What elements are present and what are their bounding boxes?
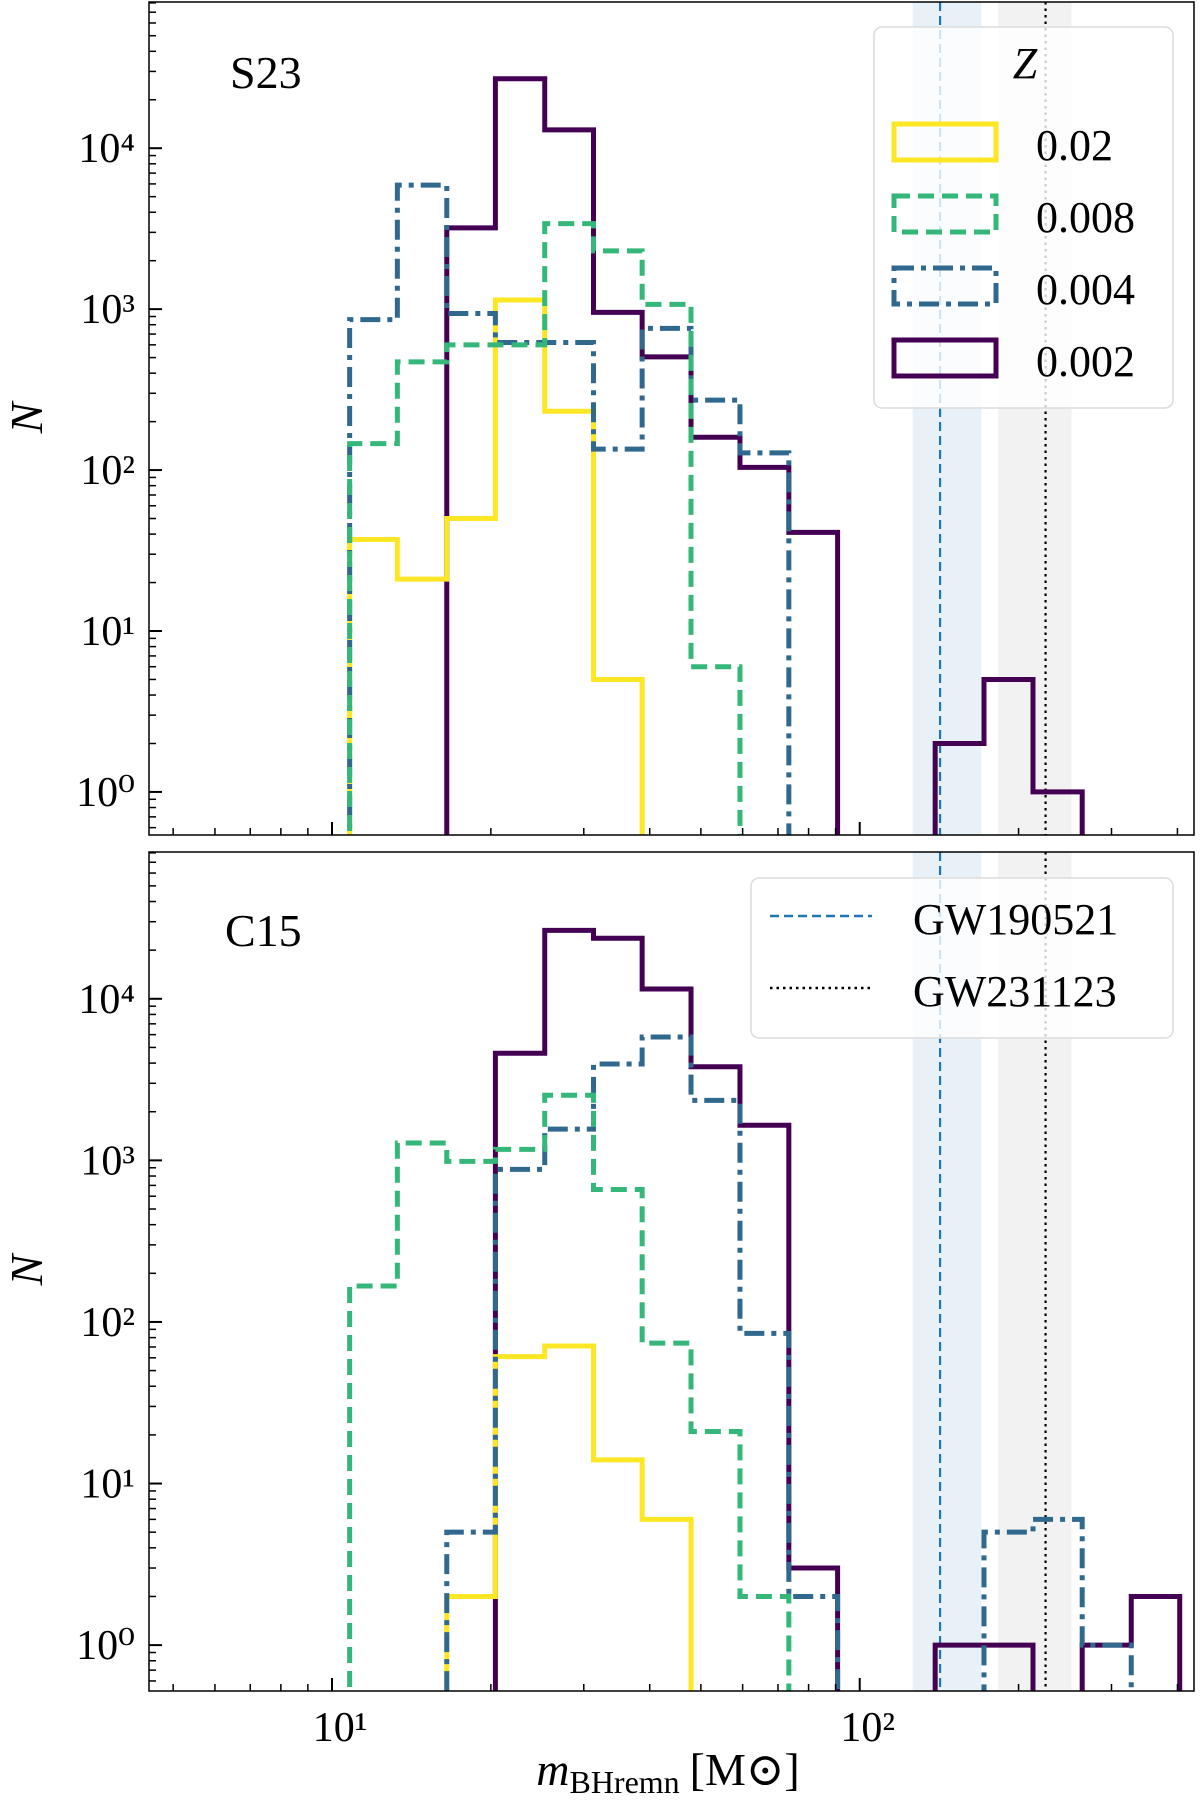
legend-handle-z0_004 [891,265,999,307]
x-label-subscript: BHremn [569,1764,679,1800]
legend-handles [891,121,999,379]
legend-label: GW231123 [913,967,1117,1016]
legend-label: 0.004 [1036,265,1135,314]
legend-metallicity: Z 0.02 0.008 0.004 0.002 [873,26,1174,409]
panel-label: C15 [225,905,302,956]
x-axis-label: mBHremn [M⊙] [536,1744,800,1800]
legend-label: 0.002 [1036,337,1135,386]
legend-handle-z0_008 [891,193,999,235]
panel-label: S23 [230,47,302,98]
histograms [347,76,1085,835]
hist-series-z0_02 [347,297,645,835]
axis-ticks: 10⁰ 10¹ 10² 10³ 10⁴ 10¹ 10² [76,852,1179,1751]
x-tick-label: 10¹ [313,1705,368,1751]
x-tick-label: 10² [840,1705,895,1751]
legend-box [750,877,1174,1039]
hist-series-z0_02 [444,1343,694,1691]
hist-series-z0_004 [347,182,792,835]
y-tick-label: 10⁰ [76,770,135,816]
legend-label: 0.02 [1036,121,1113,170]
y-tick-label: 10³ [80,287,135,333]
y-tick-label: 10² [80,1300,135,1346]
y-tick-label: 10¹ [80,1462,135,1508]
y-tick-label: 10⁴ [78,977,135,1023]
hist-series-z0_002 [444,76,1085,835]
y-tick-label: 10⁴ [78,126,135,172]
axis-ticks: 10⁰ 10¹ 10² 10³ 10⁴ [76,2,1179,835]
axes-frame [148,851,1195,1692]
panel-c15: 10⁰ 10¹ 10² 10³ 10⁴ 10¹ 10² C15 N GW190521 GW2… [1,851,1195,1800]
axes-frame [148,1,1195,836]
y-tick-label: 10² [80,448,135,494]
legend-title: Z [1013,39,1038,88]
y-tick-label: 10¹ [80,609,135,655]
legend-handle-z0_002 [891,337,999,379]
x-label-symbol: m [536,1744,569,1795]
hist-series-z0_008 [347,1092,792,1691]
histograms [347,927,1183,1691]
panel-s23: 10⁰ 10¹ 10² 10³ 10⁴ S23 N Z 0.02 0.008 0.004… [1,1,1195,836]
y-axis-label: N [1,1252,52,1286]
legend-handle-z0_02 [891,121,999,163]
x-label-unit: [M⊙] [690,1744,800,1795]
y-tick-label: 10⁰ [76,1623,135,1669]
y-tick-label: 10³ [80,1138,135,1184]
y-axis-label: N [1,400,52,434]
legend-label: 0.008 [1036,193,1135,242]
legend-label: GW190521 [913,895,1118,944]
hist-series-z0_002 [492,927,1183,1691]
legend-events: GW190521 GW231123 [750,877,1174,1039]
